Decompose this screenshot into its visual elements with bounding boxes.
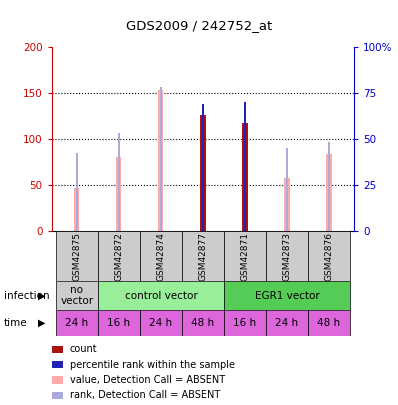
Bar: [76, 153, 78, 231]
Text: 16 h: 16 h: [107, 318, 131, 328]
Text: GDS2009 / 242752_at: GDS2009 / 242752_at: [126, 19, 272, 32]
Text: count: count: [70, 344, 97, 354]
Bar: [266, 231, 308, 281]
Bar: [56, 231, 98, 281]
Text: 48 h: 48 h: [191, 318, 215, 328]
Bar: [182, 231, 224, 281]
Text: GSM42877: GSM42877: [199, 232, 207, 281]
Bar: [266, 310, 308, 336]
Bar: [285, 178, 289, 231]
Text: GSM42875: GSM42875: [72, 232, 82, 281]
Bar: [202, 104, 204, 231]
Bar: [98, 281, 224, 310]
Text: GSM42871: GSM42871: [240, 232, 250, 281]
Text: ▶: ▶: [38, 318, 45, 328]
Bar: [286, 148, 288, 231]
Text: 16 h: 16 h: [234, 318, 257, 328]
Bar: [224, 281, 350, 310]
Bar: [158, 90, 164, 231]
Bar: [117, 157, 121, 231]
Bar: [244, 102, 246, 231]
Text: time: time: [4, 318, 27, 328]
Bar: [308, 231, 350, 281]
Text: GSM42873: GSM42873: [283, 232, 291, 281]
Bar: [201, 115, 205, 231]
Text: EGR1 vector: EGR1 vector: [255, 291, 319, 301]
Text: GSM42872: GSM42872: [115, 232, 123, 281]
Bar: [140, 231, 182, 281]
Bar: [224, 231, 266, 281]
Text: 24 h: 24 h: [149, 318, 172, 328]
Text: GSM42874: GSM42874: [156, 232, 166, 281]
Text: 48 h: 48 h: [318, 318, 341, 328]
Bar: [308, 310, 350, 336]
Text: no
vector: no vector: [60, 285, 94, 306]
Bar: [56, 281, 98, 310]
Bar: [98, 310, 140, 336]
Bar: [118, 133, 120, 231]
Text: GSM42876: GSM42876: [324, 232, 334, 281]
Bar: [56, 310, 98, 336]
Text: 24 h: 24 h: [275, 318, 298, 328]
Bar: [160, 87, 162, 231]
Text: control vector: control vector: [125, 291, 197, 301]
Text: ▶: ▶: [38, 291, 45, 301]
Bar: [98, 231, 140, 281]
Text: rank, Detection Call = ABSENT: rank, Detection Call = ABSENT: [70, 390, 220, 400]
Bar: [326, 154, 332, 231]
Bar: [242, 123, 248, 231]
Text: percentile rank within the sample: percentile rank within the sample: [70, 360, 235, 370]
Bar: [140, 310, 182, 336]
Text: value, Detection Call = ABSENT: value, Detection Call = ABSENT: [70, 375, 225, 385]
Text: 24 h: 24 h: [65, 318, 88, 328]
Bar: [74, 188, 80, 231]
Bar: [224, 310, 266, 336]
Text: infection: infection: [4, 291, 50, 301]
Bar: [328, 143, 330, 231]
Bar: [182, 310, 224, 336]
